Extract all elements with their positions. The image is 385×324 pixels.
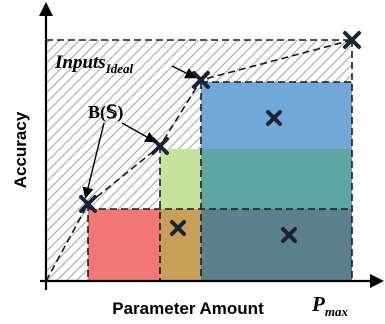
x-axis-label: Parameter Amount [112, 299, 264, 318]
teal-block [201, 149, 352, 209]
arrow-to-point-3 [171, 65, 197, 79]
axes [39, 2, 384, 290]
annotation-arrows [82, 65, 197, 199]
markers [79, 31, 361, 243]
green-block [160, 149, 201, 209]
p-max-label: Pmax [311, 292, 348, 319]
y-axis-arrow [39, 2, 53, 16]
arrow-to-point-1 [82, 122, 105, 199]
orange-block [160, 209, 201, 281]
red-block [88, 209, 160, 281]
x-axis-arrow [370, 274, 384, 288]
marker-point-1 [79, 195, 97, 213]
marker-point-4 [343, 31, 361, 49]
inputs-ideal-label: InputsIdeal [54, 52, 134, 76]
y-axis-label: Accuracy [11, 111, 30, 188]
arrow-to-point-2 [121, 122, 157, 143]
slate-block [201, 209, 352, 281]
marker-slate-block [281, 227, 297, 243]
b-set-label: B(𝕊) [88, 102, 123, 123]
marker-blue-block [266, 110, 282, 126]
marker-orange-block [170, 220, 186, 236]
